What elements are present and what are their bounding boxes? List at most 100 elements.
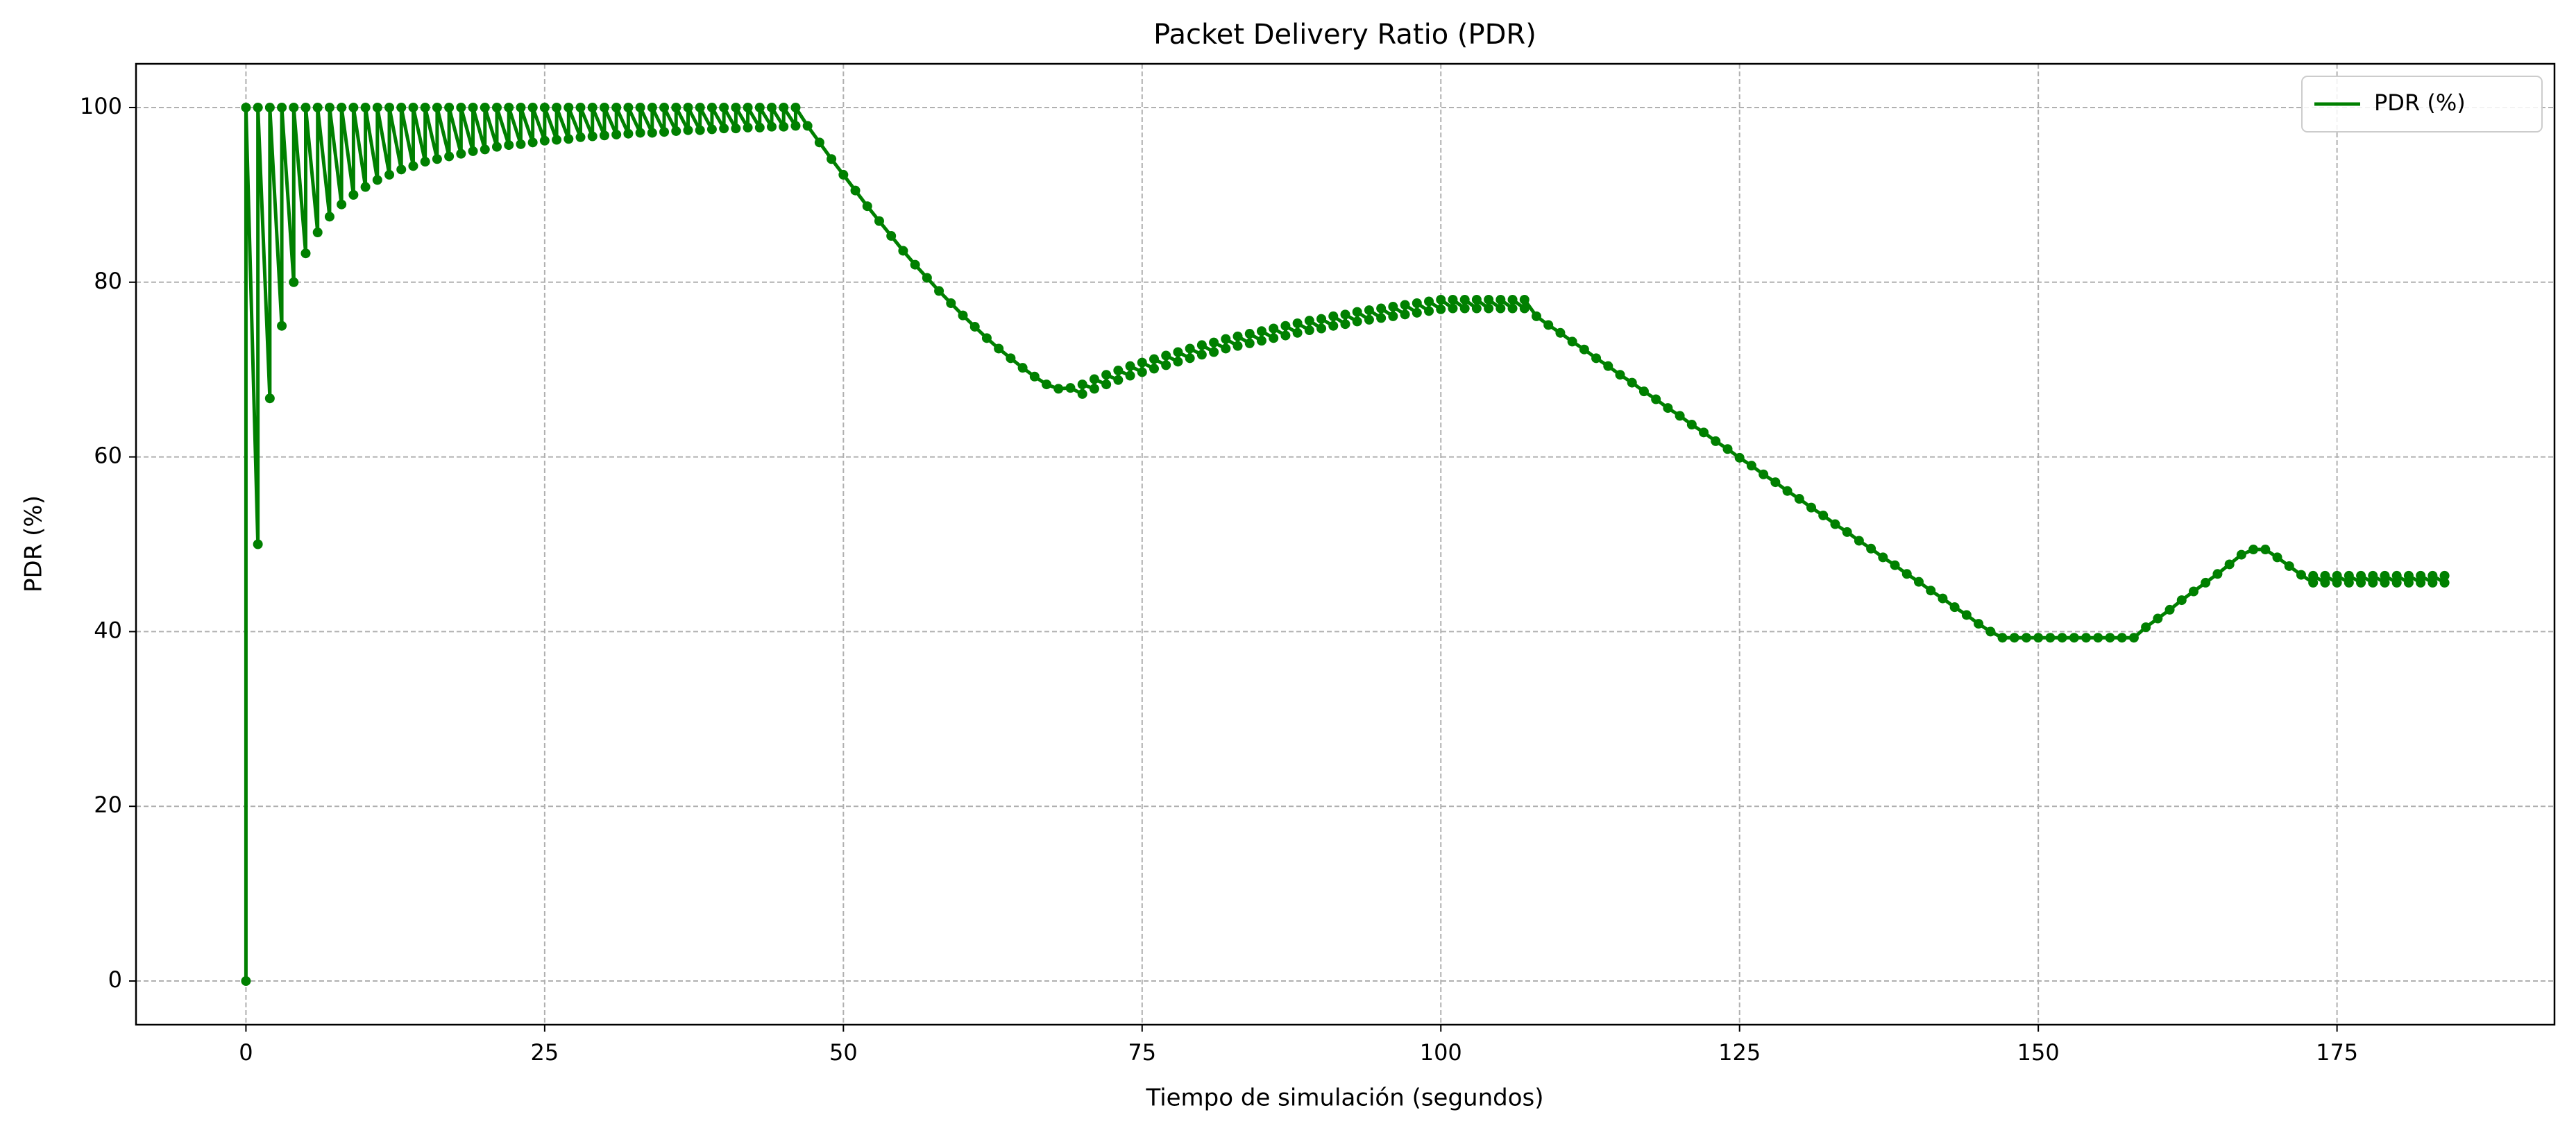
data-point (1388, 311, 1398, 321)
data-point (1232, 341, 1243, 351)
data-point (1340, 309, 1350, 320)
data-point (575, 102, 586, 112)
data-point (1818, 510, 1829, 520)
data-point (312, 102, 323, 112)
data-point (2201, 577, 2211, 588)
data-point (384, 169, 395, 180)
data-point (1961, 610, 1972, 620)
data-point (1400, 300, 1410, 310)
data-point (289, 277, 299, 287)
data-point (659, 127, 670, 137)
data-point (2356, 570, 2366, 581)
data-point (1340, 319, 1350, 330)
data-point (1495, 294, 1506, 305)
data-point (552, 135, 562, 145)
data-point (1137, 357, 1147, 368)
data-point (1256, 326, 1266, 336)
data-point (1149, 354, 1160, 364)
data-point (527, 137, 538, 148)
data-point (2320, 577, 2330, 588)
data-point (1424, 296, 1434, 307)
data-point (2248, 545, 2259, 555)
data-point (1101, 379, 1112, 390)
data-point (1196, 350, 1207, 360)
data-point (1196, 340, 1207, 350)
data-point (1663, 403, 1673, 413)
data-point (1292, 318, 1303, 328)
data-point (348, 189, 359, 200)
data-point (2021, 633, 2031, 643)
data-point (623, 128, 634, 139)
data-point (2141, 622, 2151, 633)
data-point (312, 228, 323, 238)
data-point (1161, 350, 1171, 361)
data-point (2320, 570, 2330, 581)
data-point (372, 175, 382, 185)
data-point (790, 102, 801, 112)
data-point (1113, 365, 1124, 375)
data-point (635, 128, 645, 138)
data-point (2009, 633, 2019, 643)
data-point (468, 102, 478, 112)
data-point (1591, 353, 1602, 364)
data-point (2403, 577, 2414, 588)
data-point (779, 121, 789, 132)
data-point (706, 124, 717, 135)
data-point (1890, 560, 1900, 570)
data-point (1759, 469, 1769, 479)
data-point (1471, 303, 1482, 314)
data-point (2128, 633, 2139, 643)
data-point (2391, 570, 2402, 581)
data-point (706, 102, 717, 112)
data-point (2272, 552, 2282, 563)
data-point (2308, 570, 2319, 581)
data-point (2368, 570, 2378, 581)
data-point (1806, 502, 1817, 513)
data-point (1232, 331, 1243, 341)
data-point (456, 102, 466, 112)
data-point (1173, 357, 1183, 367)
data-point (1042, 379, 1052, 390)
data-point (1412, 307, 1422, 318)
y-tick-label: 0 (108, 966, 122, 993)
data-point (767, 102, 777, 112)
data-point (1185, 353, 1195, 364)
data-point (743, 102, 753, 112)
data-point (516, 102, 526, 112)
data-point (2093, 633, 2103, 643)
data-point (647, 102, 657, 112)
data-point (719, 102, 729, 112)
data-point (599, 130, 609, 141)
data-point (1471, 294, 1482, 305)
data-point (1053, 384, 1064, 394)
data-point (1089, 384, 1099, 394)
data-point (564, 134, 574, 144)
data-point (1101, 370, 1112, 380)
data-point (1269, 323, 1279, 334)
data-point (277, 102, 287, 112)
data-point (2081, 633, 2092, 643)
data-point (264, 102, 275, 112)
data-point (862, 201, 872, 212)
data-point (300, 248, 311, 259)
data-point (2439, 577, 2450, 588)
data-point (2176, 595, 2187, 606)
x-tick-label: 75 (1128, 1039, 1156, 1066)
data-point (1221, 343, 1231, 354)
data-point (1901, 569, 1912, 579)
data-point (504, 102, 514, 112)
data-point (2427, 570, 2438, 581)
data-point (1484, 303, 1494, 314)
data-point (2296, 570, 2306, 580)
data-point (2212, 569, 2223, 579)
data-point (1459, 294, 1470, 305)
data-point (922, 273, 932, 283)
data-point (1555, 327, 1566, 338)
data-point (1974, 619, 1984, 629)
data-point (1615, 370, 1625, 380)
data-point (1352, 307, 1362, 317)
y-tick-label: 100 (80, 93, 122, 119)
data-point (731, 123, 741, 134)
data-point (743, 122, 753, 133)
data-point (1985, 626, 1996, 637)
